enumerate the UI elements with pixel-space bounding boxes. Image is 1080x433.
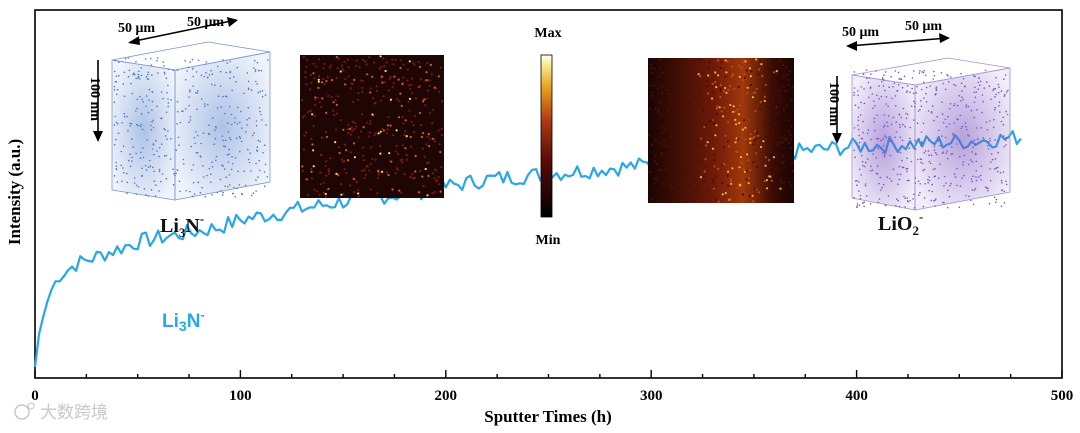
right-cube-dim-a: 50 μm	[842, 25, 879, 40]
x-axis-title: Sputter Times (h)	[484, 407, 612, 426]
colorbar: Max Min	[534, 26, 561, 248]
right-cube-dim-b: 50 μm	[905, 19, 942, 34]
left-cube-inset: 50 μm 50 μm 100 nm Li3N-	[87, 15, 271, 240]
left-cube-dim-b: 50 μm	[187, 15, 224, 30]
colorbar-min-label: Min	[536, 233, 561, 248]
left-cube-species-label: Li3N-	[160, 211, 204, 240]
right-cube-depth-arrow	[832, 76, 842, 144]
colorbar-max-label: Max	[534, 26, 561, 41]
watermark-logo-icon	[14, 404, 30, 420]
x-tick-label: 200	[435, 388, 458, 404]
right-cube-species-label: LiO2-	[878, 209, 923, 238]
left-cube-dim-a: 50 μm	[118, 21, 155, 36]
right-cube-dim-arrow	[846, 33, 950, 51]
x-tick-label: 400	[845, 388, 868, 404]
y-axis-title: Intensity (a.u.)	[5, 139, 24, 245]
right-cube-inset: 50 μm 50 μm 100 nm LiO2-	[826, 19, 1011, 238]
right-cube-body	[851, 57, 1011, 211]
x-tick-label: 300	[640, 388, 663, 404]
x-tick-labels: 0 100 200 300 400 500	[31, 388, 1073, 404]
right-cube-depth: 100 nm	[826, 82, 841, 126]
x-tick-label: 500	[1051, 388, 1074, 404]
left-intensity-map	[300, 55, 444, 198]
left-cube-dim-arrow	[128, 17, 238, 45]
left-cube-body	[111, 41, 271, 201]
watermark: 大数跨境	[14, 402, 108, 423]
x-axis-ticks	[34, 370, 1063, 378]
series-label: Li3N-	[162, 307, 205, 334]
watermark-text: 大数跨境	[40, 403, 108, 423]
right-intensity-map	[648, 58, 795, 203]
x-tick-label: 100	[229, 388, 252, 404]
x-tick-label: 0	[31, 388, 39, 404]
left-cube-depth: 100 nm	[87, 77, 102, 121]
left-cube-depth-arrow	[93, 60, 103, 142]
